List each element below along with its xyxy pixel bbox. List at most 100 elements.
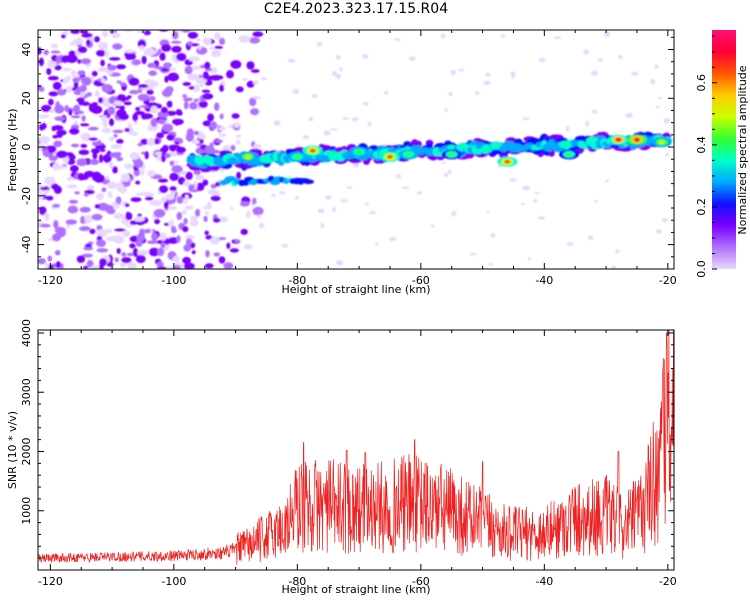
noise-cell — [104, 175, 110, 180]
noise-cell — [340, 199, 348, 202]
noise-cell — [79, 226, 91, 232]
noise-cell — [163, 62, 172, 68]
noise-cell — [124, 49, 136, 54]
peak-core — [244, 154, 251, 159]
noise-cell — [132, 247, 139, 257]
noise-cell — [196, 38, 201, 42]
noise-cell — [281, 243, 288, 248]
noise-cell — [181, 30, 191, 33]
noise-cell — [84, 214, 93, 224]
snr-x-ticks: -120 -100 -80 -60 -40 -20 — [38, 330, 677, 588]
noise-cell — [127, 262, 137, 269]
noise-cell — [156, 240, 162, 244]
noise-cell — [91, 102, 98, 107]
noise-cell — [164, 75, 169, 83]
noise-cell — [389, 236, 397, 242]
noise-cell — [126, 95, 132, 99]
noise-cell — [38, 47, 42, 55]
noise-cell — [661, 218, 669, 223]
noise-cell — [77, 76, 86, 81]
noise-cell — [375, 242, 379, 247]
noise-cell — [236, 139, 241, 146]
noise-cell — [223, 262, 234, 269]
noise-cell — [214, 102, 220, 111]
noise-cell — [52, 125, 64, 131]
noise-cell — [341, 117, 350, 120]
noise-cell — [76, 97, 85, 103]
y-tick-label: 20 — [20, 91, 33, 105]
noise-cell — [162, 144, 169, 152]
snr-y-ticks: 1000 2000 3000 4000 — [20, 319, 674, 571]
peak-core — [405, 152, 412, 157]
peak-core — [566, 152, 572, 157]
noise-cell — [121, 219, 130, 225]
noise-cell — [48, 91, 59, 97]
noise-cell — [252, 80, 259, 85]
noise-cell — [165, 194, 175, 200]
noise-cell — [87, 126, 99, 131]
noise-cell — [99, 258, 107, 266]
noise-cell — [331, 70, 337, 77]
noise-cell — [249, 97, 257, 107]
noise-cell — [209, 121, 218, 130]
noise-cell — [585, 120, 590, 127]
noise-cell — [111, 32, 121, 39]
noise-cell — [352, 162, 360, 168]
noise-cell — [153, 138, 160, 145]
noise-cell — [196, 182, 205, 191]
noise-cell — [96, 229, 108, 237]
noise-cell — [91, 141, 103, 146]
x-tick-label: -40 — [535, 575, 553, 588]
noise-cell — [167, 72, 179, 82]
noise-cell — [182, 94, 187, 98]
noise-cell — [522, 117, 530, 121]
noise-cell — [94, 204, 101, 209]
noise-cell — [97, 67, 109, 72]
noise-cell — [52, 81, 62, 91]
noise-cell — [409, 56, 416, 61]
noise-cell — [226, 70, 234, 79]
noise-cell — [198, 100, 208, 108]
noise-cell — [96, 225, 103, 231]
noise-cell — [191, 139, 200, 145]
noise-cell — [218, 126, 226, 132]
noise-cell — [176, 146, 186, 154]
noise-cell — [119, 105, 125, 111]
noise-cell — [79, 206, 91, 213]
noise-cell — [148, 95, 156, 102]
noise-cell — [129, 151, 140, 160]
noise-cell — [68, 50, 76, 56]
noise-cell — [101, 128, 109, 133]
noise-cell — [149, 50, 157, 54]
noise-cell — [235, 134, 242, 138]
noise-cell — [213, 218, 221, 223]
noise-cell — [146, 137, 155, 147]
noise-cell — [62, 68, 72, 72]
noise-cell — [650, 78, 656, 85]
x-tick-label: -100 — [161, 274, 186, 287]
spectrogram-y-label: Frequency (Hz) — [6, 109, 19, 192]
noise-cell — [161, 68, 169, 72]
noise-cell — [132, 113, 138, 122]
noise-cell — [38, 114, 49, 119]
noise-cell — [245, 210, 251, 219]
noise-cell — [597, 58, 604, 62]
y-tick-label: -20 — [20, 187, 33, 205]
y-tick-label: 0 — [20, 144, 33, 151]
noise-cell — [183, 244, 191, 252]
noise-cell — [205, 75, 216, 81]
noise-cell — [150, 118, 158, 127]
peak-core — [294, 154, 301, 159]
noise-cell — [238, 35, 251, 43]
noise-cell — [509, 178, 517, 182]
noise-cell — [128, 77, 140, 86]
noise-cell — [248, 37, 261, 44]
noise-cell — [40, 186, 49, 191]
noise-cell — [80, 101, 90, 106]
noise-cell — [150, 105, 159, 114]
noise-cell — [74, 191, 80, 195]
noise-cell — [527, 257, 532, 261]
noise-cell — [185, 238, 193, 246]
noise-cell — [116, 109, 127, 118]
noise-cell — [110, 144, 123, 150]
